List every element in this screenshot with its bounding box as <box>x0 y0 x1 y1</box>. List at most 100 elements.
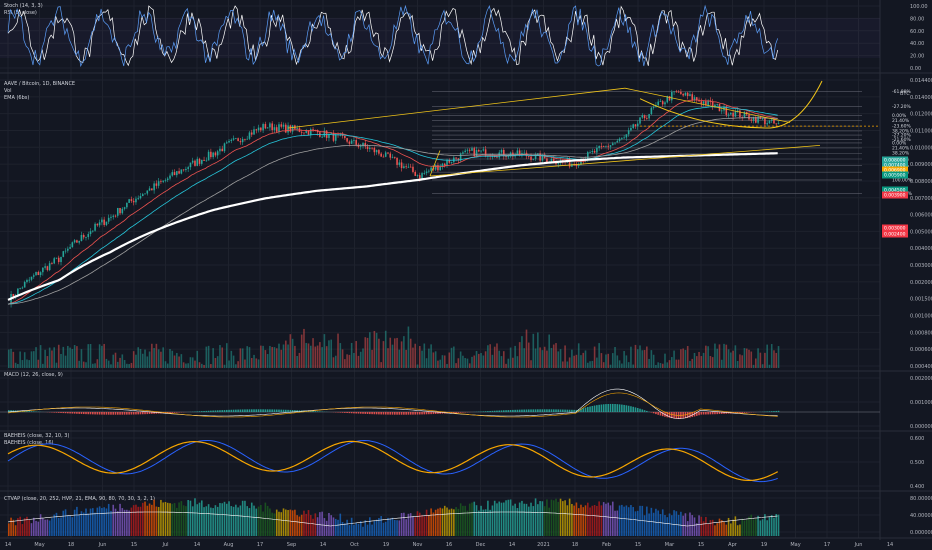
macd-title: MACD (12, 26, close, 9) <box>4 372 63 378</box>
cvi-bar <box>537 504 539 536</box>
macd-hist-bar <box>555 409 557 412</box>
macd-hist-bar <box>487 411 489 412</box>
macd-hist-bar <box>35 411 37 412</box>
cvi-bar <box>582 507 585 536</box>
volume-bar <box>775 352 778 368</box>
cvi-bar <box>695 523 698 536</box>
macd-hist-bar <box>748 412 750 413</box>
macd-hist-bar <box>418 412 421 415</box>
candle-body <box>289 125 292 132</box>
candle-body <box>598 146 600 148</box>
cvi-bar <box>580 504 582 536</box>
volume-bar <box>85 362 87 368</box>
volume-bar <box>76 346 78 368</box>
candle-body <box>64 250 67 252</box>
volume-bar <box>720 359 723 368</box>
cvi-bar <box>355 522 357 536</box>
candle-body <box>300 131 303 133</box>
macd-hist-bar <box>314 411 317 412</box>
macd-hist-bar <box>346 412 348 414</box>
cvi-bar <box>194 498 196 536</box>
cvi-bar <box>303 510 305 536</box>
cvi-bar <box>668 513 671 536</box>
volume-bar <box>212 348 214 368</box>
cvi-bar <box>273 513 276 536</box>
cvi-bar <box>443 505 446 536</box>
macd-hist-bar <box>741 412 743 413</box>
candle-body <box>748 114 750 120</box>
volume-bar <box>250 358 253 368</box>
candle-body <box>67 248 69 251</box>
time-tick-label: Oct <box>350 542 359 548</box>
volume-bar <box>623 351 625 368</box>
candle-body <box>307 130 310 135</box>
time-tick-label: May <box>790 542 800 548</box>
candle-body <box>23 281 26 288</box>
cvi-bar <box>414 517 417 536</box>
candle-body <box>280 124 283 127</box>
volume-bar <box>437 360 439 368</box>
candle-body <box>19 287 21 289</box>
candle-body <box>30 276 33 280</box>
volume-bar <box>373 330 376 368</box>
candle-body <box>432 167 435 170</box>
volume-bar <box>664 353 666 368</box>
volume-bar <box>518 342 521 368</box>
fib-label: -21.60% <box>892 137 912 143</box>
volume-bar <box>550 347 553 368</box>
macd-hist-bar <box>137 412 140 415</box>
macd-hist-bar <box>550 409 553 412</box>
cvi-bar <box>777 514 780 536</box>
volume-bar <box>69 347 71 368</box>
cvi-bar <box>464 505 466 536</box>
macd-hist-bar <box>53 412 56 413</box>
trendline-lower <box>429 145 821 177</box>
macd-hist-bar <box>371 412 373 415</box>
candle-body <box>464 150 466 153</box>
cvi-bar <box>766 520 768 536</box>
price-tick-label: 0.011000 <box>910 128 932 134</box>
cvi-bar <box>634 511 637 536</box>
currency-label: BTC <box>900 91 910 97</box>
candle-body <box>28 279 31 281</box>
cvi-bar <box>641 505 644 536</box>
volume-bar <box>734 345 737 368</box>
candle-body <box>600 146 603 147</box>
macd-hist-bar <box>60 412 62 413</box>
ema-40-line <box>7 106 778 305</box>
macd-hist-bar <box>484 411 487 412</box>
cvi-bar <box>723 521 725 536</box>
candle-body <box>518 150 521 156</box>
candle-body <box>730 112 732 115</box>
candle-body <box>373 147 376 153</box>
bat-line-blue <box>7 439 778 483</box>
price-tag <box>882 171 908 179</box>
volume-bar <box>203 364 205 368</box>
macd-hist-bar <box>398 412 401 415</box>
cvi-bar <box>437 508 439 536</box>
cvi-bar <box>62 510 65 536</box>
volume-bar <box>264 350 267 368</box>
volume-bar <box>214 357 217 368</box>
cvi-bar <box>364 520 367 536</box>
macd-hist-bar <box>571 409 573 412</box>
candle-body <box>770 119 773 121</box>
macd-hist-bar <box>684 412 687 419</box>
cvi-bar <box>87 513 90 536</box>
volume-bar <box>394 338 396 368</box>
cvi-title: CTVAP (close, 20, 252, HVP, 21, EMA, 90,… <box>4 496 155 502</box>
cvi-bar <box>235 504 237 536</box>
volume-bar <box>534 348 537 368</box>
volume-bar <box>98 344 101 368</box>
candle-body <box>500 149 503 153</box>
cvi-bar <box>135 504 137 536</box>
macd-hist-bar <box>409 412 412 415</box>
candle-body <box>48 263 51 271</box>
volume-bar <box>543 346 546 368</box>
volume-bar <box>718 344 721 368</box>
candle-body <box>182 169 185 171</box>
candle-body <box>37 272 40 276</box>
